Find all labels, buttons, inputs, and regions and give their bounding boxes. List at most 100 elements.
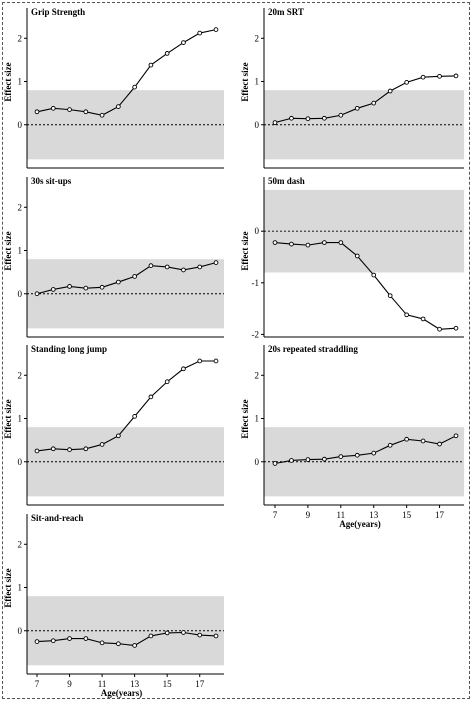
data-point <box>50 638 56 644</box>
x-tick-label: 15 <box>163 679 173 689</box>
y-axis-label: Effect size <box>240 399 250 438</box>
data-point <box>371 450 377 456</box>
data-point <box>437 326 442 332</box>
data-point <box>338 240 344 245</box>
data-point <box>289 241 294 247</box>
data-point <box>116 104 121 109</box>
data-point <box>305 457 311 462</box>
x-tick-label: 17 <box>435 510 445 520</box>
x-tick-label: 13 <box>130 679 140 689</box>
y-axis-label: Effect size <box>240 231 250 270</box>
data-point <box>181 40 186 45</box>
data-point <box>164 264 170 270</box>
data-point <box>148 633 154 639</box>
data-point <box>99 442 105 447</box>
data-point <box>67 284 72 289</box>
data-point <box>213 27 219 32</box>
y-tick-label: -2 <box>252 329 260 339</box>
x-tick-label: 9 <box>306 510 311 520</box>
data-point <box>99 640 105 646</box>
data-point <box>272 461 278 466</box>
data-point <box>116 279 121 285</box>
data-point <box>132 274 137 279</box>
x-tick-label: 13 <box>369 510 379 520</box>
data-point <box>34 291 40 297</box>
y-tick-label: 1 <box>255 414 260 424</box>
data-point <box>404 80 409 85</box>
chart-title: Standing long jump <box>31 344 107 354</box>
data-point <box>132 643 137 648</box>
data-point <box>34 448 40 454</box>
data-point <box>99 112 105 118</box>
chart-panel-2: 0 1 2 Effect size 20m SRT <box>240 7 464 169</box>
chart-panel-3: 0 1 2 Effect size 30s sit-ups <box>3 176 224 338</box>
data-point <box>453 433 459 439</box>
figure-frame <box>2 2 470 699</box>
data-point <box>305 242 311 248</box>
data-point <box>453 73 459 79</box>
y-tick-label: 0 <box>255 457 260 467</box>
y-tick-label: 2 <box>255 370 260 380</box>
x-tick-label: 15 <box>402 510 412 520</box>
data-point <box>83 636 89 641</box>
y-tick-label: -1 <box>252 278 260 288</box>
y-tick-label: 0 <box>255 120 260 130</box>
series-line <box>274 435 457 465</box>
data-point <box>116 641 121 647</box>
data-point <box>387 442 393 448</box>
data-point <box>197 264 203 270</box>
data-point <box>181 630 186 635</box>
chart-panel-1: 0 1 2 Effect size Grip Strength <box>3 7 224 169</box>
x-tick-label: 7 <box>273 510 278 520</box>
data-point <box>371 100 377 106</box>
y-tick-label: 0 <box>18 289 23 299</box>
y-tick-label: 0 <box>18 626 23 636</box>
data-point <box>34 109 40 115</box>
data-point <box>197 30 203 36</box>
data-point <box>148 394 154 400</box>
data-point <box>34 639 40 644</box>
data-point <box>338 454 344 459</box>
data-point <box>148 62 154 68</box>
data-point <box>437 73 442 79</box>
data-point <box>404 436 409 442</box>
data-point <box>322 456 327 462</box>
x-tick-label: 7 <box>35 679 40 689</box>
data-point <box>67 107 72 112</box>
x-tick-label: 11 <box>98 679 107 689</box>
data-point <box>164 630 170 636</box>
series-line <box>274 242 457 330</box>
x-tick-label: 9 <box>67 679 72 689</box>
data-point <box>132 84 137 90</box>
y-axis-label: Effect size <box>3 231 13 270</box>
data-point <box>181 267 186 273</box>
chart-title: 20m SRT <box>268 7 304 17</box>
data-point <box>67 636 72 641</box>
y-tick-label: 1 <box>18 583 23 593</box>
y-tick-label: 2 <box>18 370 23 380</box>
data-point <box>197 632 203 638</box>
series-line <box>36 631 217 647</box>
chart-title: 20s repeated straddling <box>268 344 358 354</box>
x-axis-label: Age(years) <box>101 688 142 698</box>
data-point <box>116 433 121 439</box>
data-point <box>420 438 426 444</box>
y-axis-label: Effect size <box>3 568 13 607</box>
data-point <box>197 358 203 364</box>
x-axis-label: Age(years) <box>339 519 380 529</box>
data-point <box>322 115 327 121</box>
y-axis-label: Effect size <box>3 399 13 438</box>
data-point <box>164 51 170 56</box>
data-point <box>322 240 327 245</box>
chart-panel-7: 0 1 2 7 9 11 13 15 17 Age(years) Effect size Sit-an… <box>3 513 224 698</box>
data-point <box>50 446 56 452</box>
y-tick-label: 2 <box>18 202 23 212</box>
data-point <box>289 458 294 463</box>
chart-panel-4: -2 -1 0 Effect size 50m dash <box>240 176 464 339</box>
y-tick-label: 0 <box>18 120 23 130</box>
chart-title: Grip Strength <box>31 7 85 17</box>
data-point <box>371 272 377 278</box>
data-point <box>50 105 56 111</box>
data-point <box>387 88 393 94</box>
